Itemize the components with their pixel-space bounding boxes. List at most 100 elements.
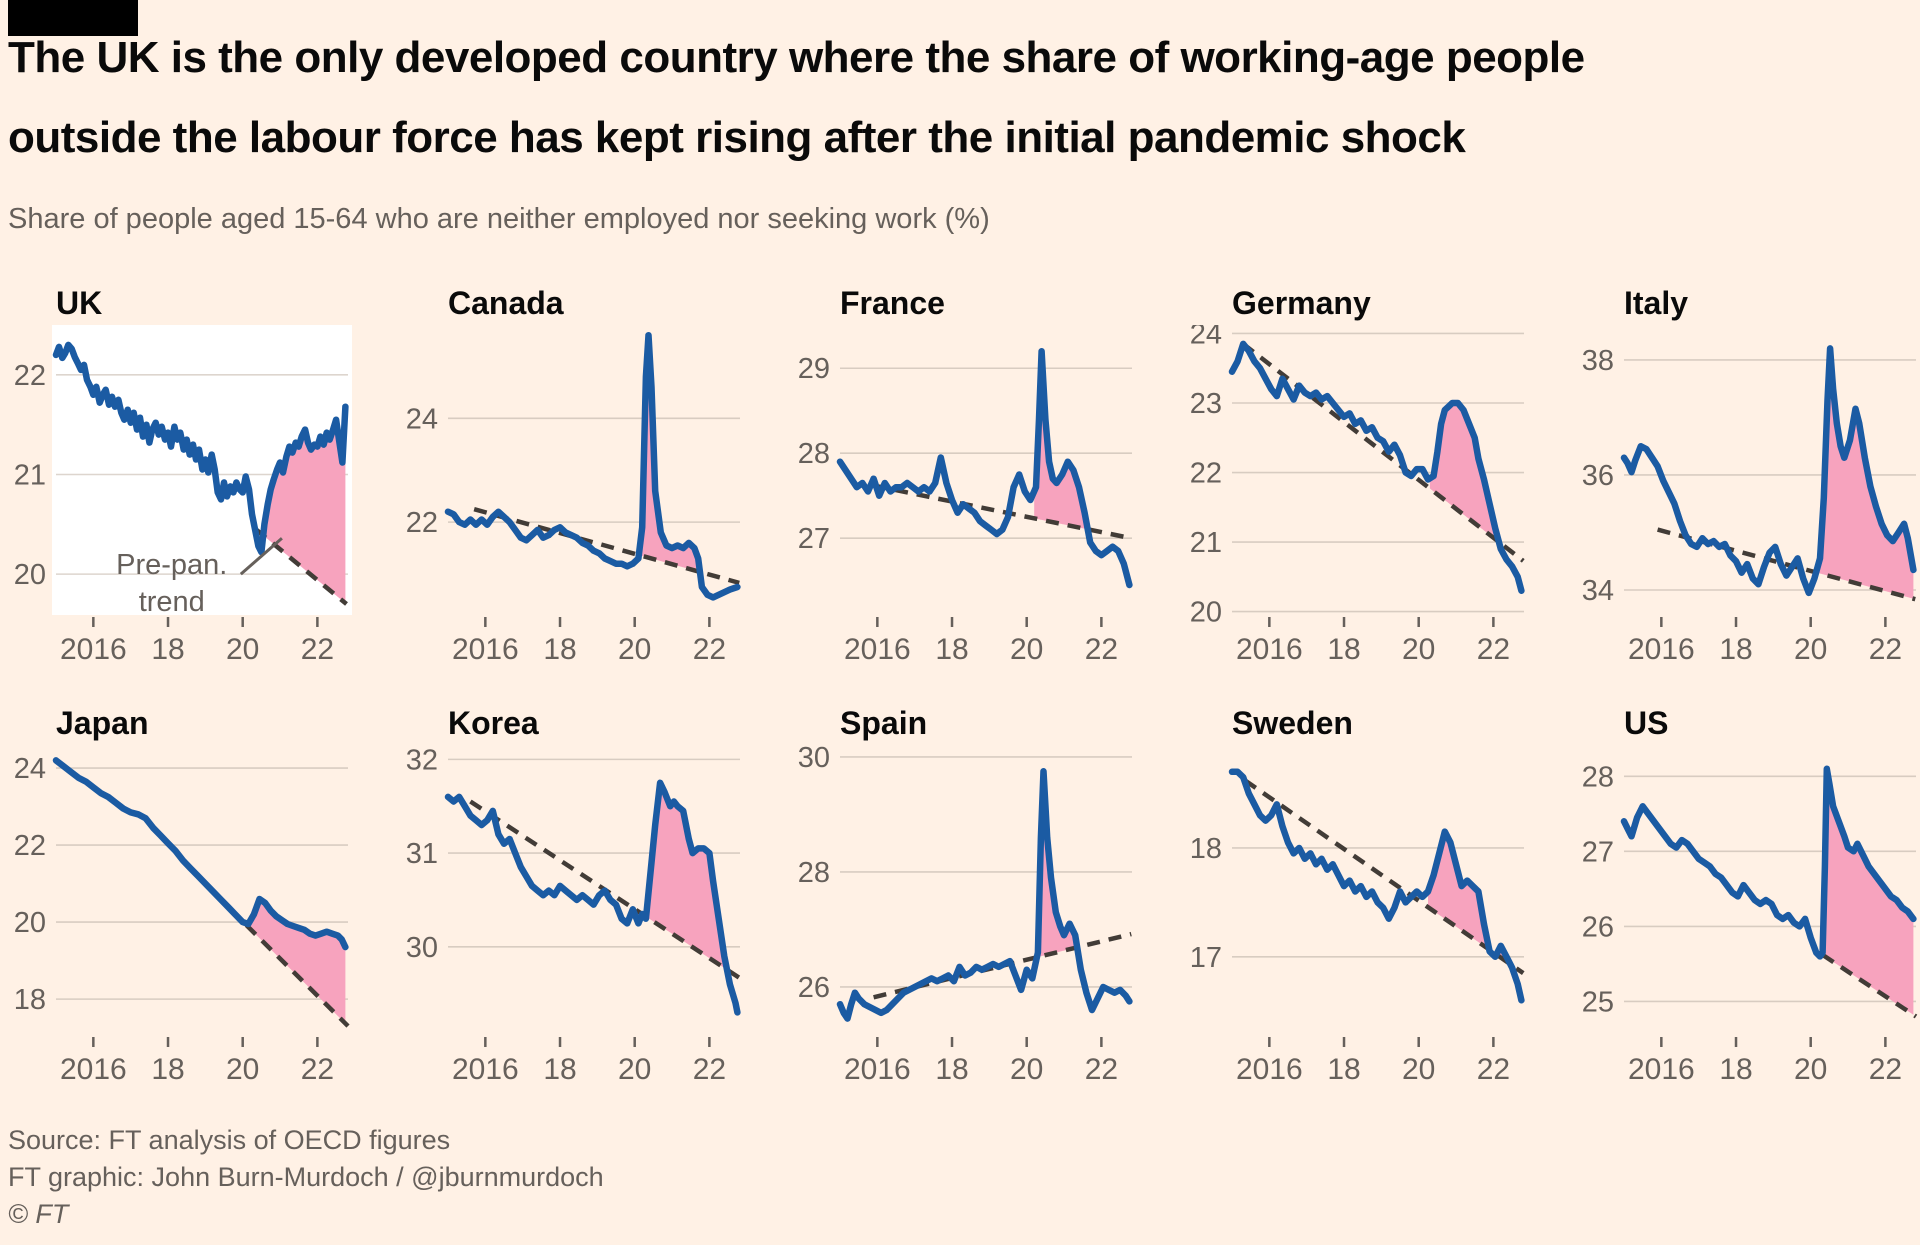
- x-axis-label: 18: [935, 1053, 968, 1086]
- annotation-pointer-line: [239, 537, 283, 576]
- y-axis-label: 31: [406, 838, 438, 870]
- y-axis-label: 26: [1582, 911, 1614, 943]
- series-line: [52, 341, 349, 556]
- chart-panel-germany: Germany 20 21 22 23 24 2016 18 20 22: [1184, 283, 1564, 703]
- y-axis-label: 27: [798, 523, 830, 555]
- chart-plot: 18 20 22 24 2016 18 20 22: [14, 753, 350, 1086]
- chart-panel-japan: Japan 18 20 22 24 2016 18 20 22: [8, 703, 388, 1123]
- x-axis-label: 2016: [844, 1053, 911, 1086]
- x-axis-label: 2016: [1236, 633, 1303, 666]
- y-axis-label: 22: [1190, 458, 1222, 490]
- chart-title: US: [1624, 705, 1669, 741]
- y-axis-label: 34: [1582, 575, 1614, 607]
- chart-plot: 20 21 22 Pre-pan. trend 2016 18 20 22: [14, 325, 352, 666]
- series-line: [444, 779, 741, 1016]
- y-axis-label: 18: [1190, 833, 1222, 865]
- chart-title: Canada: [448, 285, 564, 321]
- y-axis-label: 27: [1582, 836, 1614, 868]
- chart-title: France: [840, 285, 945, 321]
- y-axis-label: 18: [14, 984, 46, 1016]
- x-axis-label: 22: [1869, 1053, 1902, 1086]
- y-axis-label: 24: [406, 403, 438, 435]
- chart-panel-us: US 25 26 27 28 2016 18 20 22: [1576, 703, 1920, 1123]
- trend-annotation-text: trend: [139, 586, 205, 618]
- copyright-note: © FT: [8, 1199, 69, 1229]
- chart-panel-uk: UK 20 21 22 Pre-pan. trend 2016 18 20 22: [8, 283, 388, 703]
- gap-fill: [1825, 768, 1914, 1015]
- x-axis-label: 20: [1794, 633, 1827, 666]
- x-axis-label: 22: [301, 1053, 334, 1086]
- x-axis-label: 20: [1010, 633, 1043, 666]
- chart-title: Germany: [1232, 285, 1371, 321]
- trend-line: [473, 506, 740, 586]
- x-axis-label: 20: [1794, 1053, 1827, 1086]
- trend-line: [1821, 953, 1918, 1019]
- y-axis-label: 26: [798, 972, 830, 1004]
- series-line: [1620, 765, 1917, 960]
- gap-fill: [639, 335, 700, 572]
- x-axis-label: 22: [1085, 1053, 1118, 1086]
- x-axis-label: 18: [543, 1053, 576, 1086]
- x-axis-label: 22: [1477, 1053, 1510, 1086]
- y-axis-label: 24: [1190, 325, 1222, 350]
- x-axis-label: 18: [935, 633, 968, 666]
- y-axis-label: 22: [406, 507, 438, 539]
- credit-note: FT graphic: John Burn-Murdoch / @jburnmu…: [8, 1162, 604, 1192]
- x-axis-label: 20: [226, 1053, 259, 1086]
- chart-plot: 22 24 2016 18 20 22: [406, 331, 741, 666]
- x-axis-label: 18: [543, 633, 576, 666]
- x-axis-label: 22: [301, 633, 334, 666]
- y-axis-label: 28: [798, 857, 830, 889]
- x-axis-label: 2016: [1236, 1053, 1303, 1086]
- chart-plot: 26 28 30 2016 18 20 22: [798, 745, 1133, 1086]
- page-title: The UK is the only developed country whe…: [8, 18, 1918, 178]
- gap-fill: [1428, 831, 1489, 950]
- x-axis-label: 20: [618, 633, 651, 666]
- ft-black-bar: [8, 0, 138, 36]
- y-axis-label: 30: [406, 932, 438, 964]
- gap-fill: [1034, 351, 1088, 530]
- x-axis-label: 20: [226, 633, 259, 666]
- chart-plot: 30 31 32 2016 18 20 22: [406, 745, 741, 1086]
- series-line: [836, 768, 1133, 1022]
- y-axis-label: 22: [14, 360, 46, 392]
- x-axis-label: 20: [1402, 1053, 1435, 1086]
- x-axis-label: 18: [1327, 1053, 1360, 1086]
- x-axis-label: 22: [693, 1053, 726, 1086]
- chart-title: Sweden: [1232, 705, 1353, 741]
- x-axis-label: 2016: [452, 1053, 519, 1086]
- y-axis-label: 23: [1190, 388, 1222, 420]
- trend-line: [244, 923, 350, 1028]
- x-axis-label: 22: [1085, 633, 1118, 666]
- y-axis-label: 29: [798, 353, 830, 385]
- x-axis-label: 18: [1719, 1053, 1752, 1086]
- chart-panel-spain: Spain 26 28 30 2016 18 20 22: [792, 703, 1172, 1123]
- y-axis-label: 24: [14, 753, 46, 785]
- chart-panel-italy: Italy 34 36 38 2016 18 20 22: [1576, 283, 1920, 703]
- x-axis-label: 18: [151, 633, 184, 666]
- x-axis-label: 20: [1010, 1053, 1043, 1086]
- y-axis-label: 28: [1582, 761, 1614, 793]
- x-axis-label: 2016: [1628, 633, 1695, 666]
- series-line: [1228, 340, 1525, 594]
- y-axis-label: 32: [406, 745, 438, 776]
- gap-fill: [1037, 771, 1078, 957]
- y-axis-label: 25: [1582, 986, 1614, 1018]
- series-line: [836, 347, 1133, 589]
- trend-line: [1243, 778, 1525, 975]
- chart-panel-sweden: Sweden 17 18 2016 18 20 22: [1184, 703, 1564, 1123]
- x-axis-label: 18: [1719, 633, 1752, 666]
- x-axis-label: 20: [1402, 633, 1435, 666]
- x-axis-label: 20: [618, 1053, 651, 1086]
- chart-plot: 20 21 22 23 24 2016 18 20 22: [1190, 325, 1525, 666]
- x-axis-label: 18: [151, 1053, 184, 1086]
- chart-plot: 27 28 29 2016 18 20 22: [798, 347, 1133, 666]
- chart-plot: 34 36 38 2016 18 20 22: [1582, 345, 1917, 666]
- y-axis-label: 30: [798, 745, 830, 774]
- y-axis-label: 22: [14, 830, 46, 862]
- y-axis-label: 38: [1582, 345, 1614, 377]
- chart-title: Spain: [840, 705, 928, 741]
- y-axis-label: 36: [1582, 460, 1614, 492]
- gap-fill: [1429, 403, 1499, 542]
